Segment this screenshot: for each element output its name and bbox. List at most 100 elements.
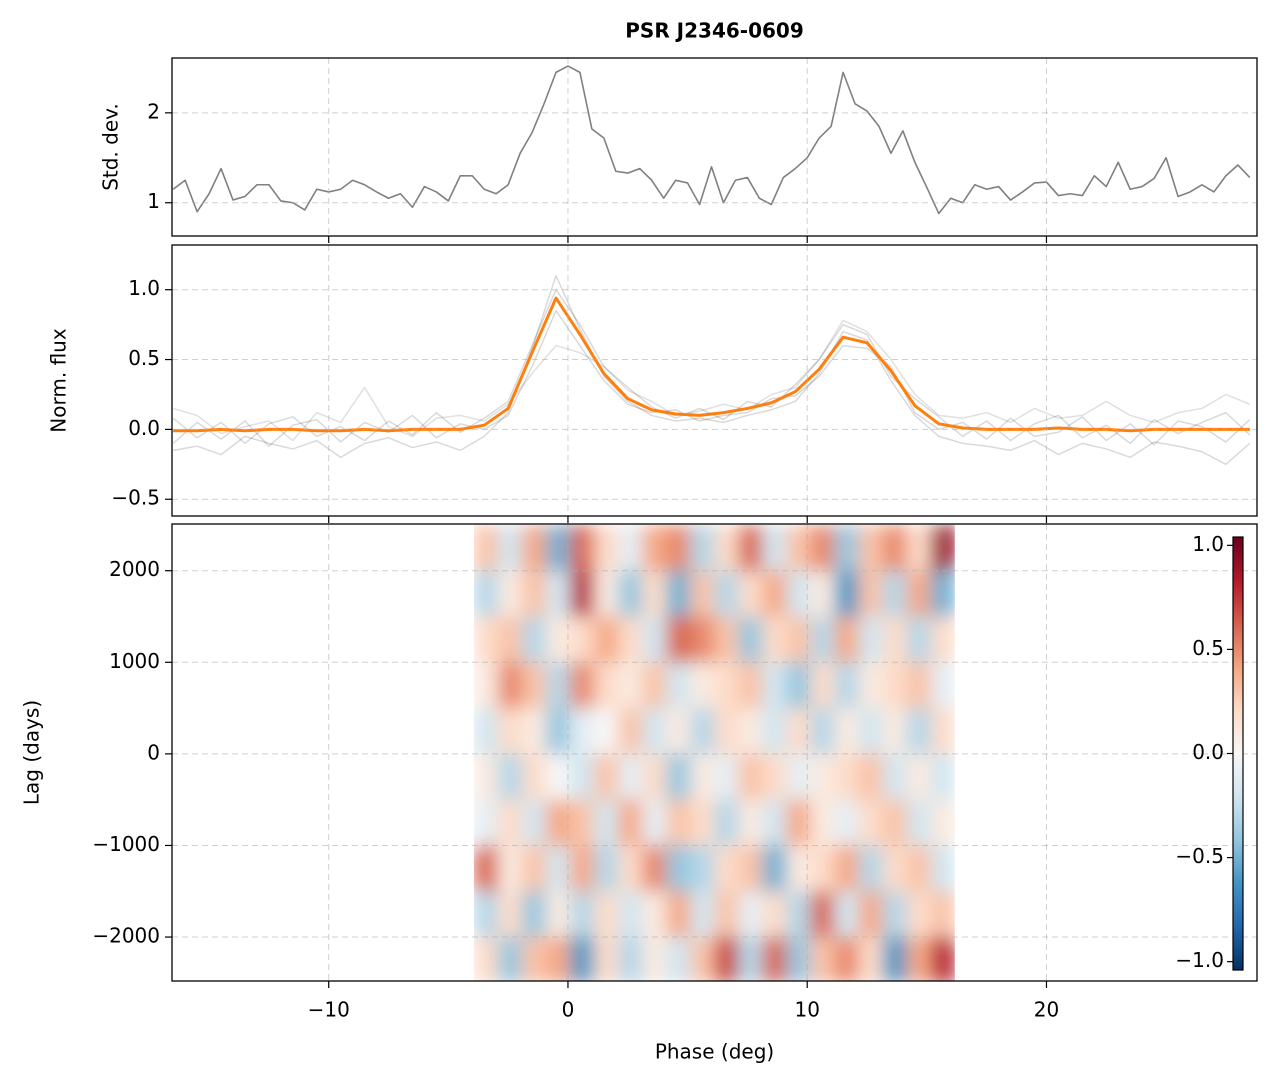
heatmap-cell [882, 662, 908, 709]
x-tick-label: 0 [562, 998, 575, 1022]
heatmap-cell [594, 708, 619, 755]
axes-frame [171, 244, 1258, 517]
heatmap-cell [546, 708, 571, 755]
heatmap-cell [594, 662, 619, 709]
heatmap-cell [570, 799, 595, 846]
heatmap-cell [882, 708, 908, 755]
heatmap-cell [714, 753, 739, 801]
heatmap-cell [642, 662, 667, 709]
heatmap-cell [570, 708, 595, 755]
y-tick-label: −2000 [92, 924, 160, 948]
heatmap-cell [810, 570, 836, 617]
heatmap-cell [594, 891, 619, 938]
heatmap-cell [594, 799, 619, 846]
heatmap-cell [930, 570, 955, 617]
heatmap-cell [522, 799, 547, 846]
heatmap-cell [546, 616, 571, 663]
heatmap-cell [882, 845, 908, 892]
heatmap-cell [546, 845, 571, 892]
heatmap-cell [522, 937, 547, 981]
axes-frame [171, 523, 1258, 982]
heatmap-cell [497, 753, 523, 801]
colorbar-tick-label: −0.5 [1175, 844, 1224, 868]
heatmap-cell [618, 570, 643, 617]
heatmap-cell [546, 570, 571, 617]
heatmap-cell [738, 570, 763, 617]
heatmap-cell [810, 845, 836, 892]
heatmap-cell [618, 708, 643, 755]
x-axis-label: Phase (deg) [655, 1040, 774, 1064]
heatmap-cell [738, 662, 763, 709]
heatmap-cell [666, 753, 691, 801]
y-tick-label: 0.5 [128, 346, 160, 370]
heatmap-cell [546, 524, 571, 572]
y-axis-label: Lag (days) [20, 700, 44, 805]
heatmap-cell [666, 891, 691, 938]
heatmap-cell [882, 524, 908, 572]
heatmap-cell [930, 937, 955, 981]
heatmap-cell [473, 845, 499, 892]
heatmap-cell [497, 616, 523, 663]
heatmap-cell [930, 524, 955, 572]
heatmap-cell [497, 937, 523, 981]
heatmap-cell [570, 891, 595, 938]
heatmap-cell [882, 570, 908, 617]
heatmap-cell [762, 937, 788, 981]
panel: Norm. flux −0.5 0.0 0.5 1.0 [47, 244, 1258, 523]
heatmap-cell [714, 891, 739, 938]
heatmap-cell [522, 891, 547, 938]
heatmap-cell [690, 708, 715, 755]
heatmap-cell [594, 570, 619, 617]
heatmap-cell [570, 937, 595, 981]
heatmap [473, 524, 955, 981]
data-line [172, 319, 1251, 442]
heatmap-cell [546, 799, 571, 846]
heatmap-cell [473, 708, 499, 755]
heatmap-cell [906, 570, 932, 617]
heatmap-cell [930, 708, 955, 755]
heatmap-cell [834, 616, 860, 663]
heatmap-cell [666, 570, 691, 617]
heatmap-cell [473, 616, 499, 663]
heatmap-cell [642, 708, 667, 755]
heatmap-cell [522, 845, 547, 892]
heatmap-cell [497, 891, 523, 938]
heatmap-cell [930, 799, 955, 846]
heatmap-cell [810, 662, 836, 709]
heatmap-cell [570, 524, 595, 572]
heatmap-cell [522, 616, 547, 663]
heatmap-cell [473, 799, 499, 846]
heatmap-cell [642, 753, 667, 801]
heatmap-cell [642, 524, 667, 572]
heatmap-cell [762, 616, 788, 663]
heatmap-cell [618, 616, 643, 663]
heatmap-cell [906, 753, 932, 801]
heatmap-cell [522, 570, 547, 617]
heatmap-cell [930, 616, 955, 663]
y-tick-label: 2 [147, 99, 160, 123]
heatmap-cell [714, 616, 739, 663]
y-tick-label: 2000 [109, 557, 160, 581]
heatmap-cell [594, 753, 619, 801]
y-tick-label: −1000 [92, 832, 160, 856]
heatmap-cell [810, 616, 836, 663]
heatmap-cell [858, 891, 884, 938]
heatmap-cell [810, 937, 836, 981]
heatmap-cell [858, 708, 884, 755]
heatmap-cell [522, 753, 547, 801]
heatmap-cell [666, 937, 691, 981]
y-tick-label: 0 [147, 740, 160, 764]
heatmap-cell [738, 845, 763, 892]
heatmap-cell [546, 753, 571, 801]
heatmap-cell [834, 937, 860, 981]
x-tick-label: 10 [794, 998, 819, 1022]
heatmap-cell [642, 891, 667, 938]
heatmap-cell [618, 891, 643, 938]
colorbar-tick-label: 0.0 [1192, 740, 1224, 764]
heatmap-cell [690, 937, 715, 981]
heatmap-cell [594, 616, 619, 663]
heatmap-cell [858, 616, 884, 663]
heatmap-cell [642, 937, 667, 981]
y-axis-label: Norm. flux [47, 328, 71, 433]
